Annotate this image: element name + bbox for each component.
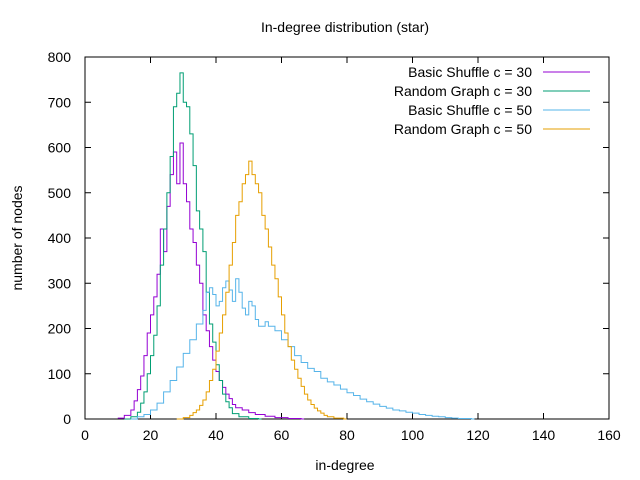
series-line-2	[124, 72, 262, 420]
axis-ticks: 0 20 40 60 80 100 120 140 160 0 100 200 300 400 500 600…	[48, 49, 621, 443]
x-tick-label: 100	[401, 427, 425, 443]
y-tick-label: 0	[63, 411, 71, 427]
series-line-4	[176, 160, 347, 420]
x-tick-label: 40	[208, 427, 224, 443]
y-tick-label: 100	[48, 366, 72, 382]
y-tick-label: 700	[48, 94, 72, 110]
x-tick-label: 0	[81, 427, 89, 443]
legend-label: Basic Shuffle c = 30	[408, 64, 532, 80]
series-line-3	[130, 278, 475, 420]
legend-label: Random Graph c = 30	[394, 83, 532, 99]
x-tick-label: 160	[597, 427, 621, 443]
x-tick-label: 80	[339, 427, 355, 443]
x-tick-label: 60	[274, 427, 290, 443]
y-tick-label: 500	[48, 185, 72, 201]
y-tick-label: 800	[48, 49, 72, 65]
y-axis-title: number of nodes	[9, 185, 25, 290]
x-tick-label: 20	[143, 427, 159, 443]
x-axis-title: in-degree	[315, 457, 374, 473]
chart-title: In-degree distribution (star)	[261, 19, 429, 35]
y-tick-label: 600	[48, 140, 72, 156]
y-tick-label: 300	[48, 275, 72, 291]
y-tick-label: 400	[48, 230, 72, 246]
x-tick-label: 120	[466, 427, 490, 443]
y-tick-label: 200	[48, 321, 72, 337]
legend-label: Random Graph c = 50	[394, 121, 532, 137]
legend-label: Basic Shuffle c = 50	[408, 102, 532, 118]
series-line-1	[117, 142, 305, 420]
legend: Basic Shuffle c = 30 Random Graph c = 30 B…	[394, 64, 590, 137]
x-tick-label: 140	[532, 427, 556, 443]
series-lines	[117, 72, 475, 420]
